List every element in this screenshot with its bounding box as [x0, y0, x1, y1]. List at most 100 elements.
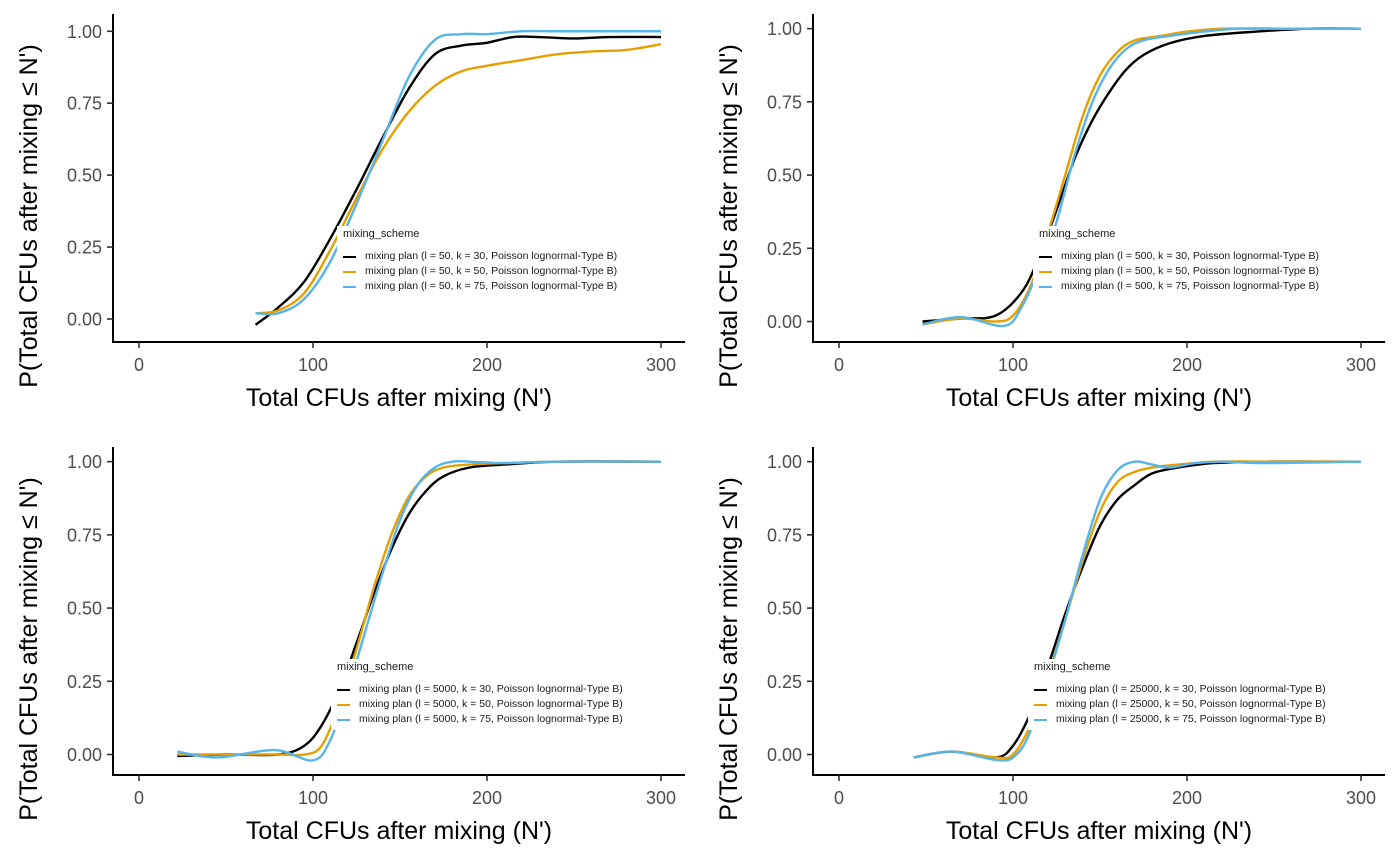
y-tick-label: 0.25: [767, 239, 802, 259]
y-tick-label: 0.00: [67, 745, 102, 765]
legend-item: mixing plan (l = 50, k = 75, Poisson log…: [343, 279, 617, 294]
legend-key-swatch: [1034, 688, 1047, 691]
legend-key-swatch: [1039, 270, 1052, 273]
y-tick-label: 0.50: [767, 599, 802, 619]
series-line-3: [177, 459, 662, 762]
series-line-3: [913, 460, 1362, 762]
legend-title: mixing_scheme: [1039, 228, 1116, 240]
x-tick-label: 300: [1346, 355, 1376, 375]
y-tick-label: 1.00: [67, 22, 102, 42]
x-axis-title: Total CFUs after mixing (N'): [246, 817, 552, 845]
series-line-1: [254, 35, 662, 326]
legend-item: mixing plan (l = 5000, k = 75, Poisson l…: [337, 712, 623, 727]
y-tick-label: 0.25: [67, 672, 102, 692]
y-tick-label: 0.75: [67, 94, 102, 114]
legend-key-swatch: [1039, 255, 1052, 258]
x-tick-label: 100: [298, 788, 328, 808]
y-tick-label: 0.50: [67, 166, 102, 186]
x-tick-label: 0: [834, 788, 844, 808]
y-tick-label: 1.00: [767, 19, 802, 39]
legend-item-label: mixing plan (l = 500, k = 50, Poisson lo…: [1061, 265, 1319, 277]
legend-item-label: mixing plan (l = 50, k = 30, Poisson log…: [365, 250, 618, 262]
legend-item: mixing plan (l = 500, k = 30, Poisson lo…: [1039, 249, 1319, 264]
legend-key-swatch: [343, 255, 356, 258]
series-line-2: [255, 43, 662, 315]
x-tick-label: 200: [472, 355, 502, 375]
x-tick-label: 300: [646, 788, 676, 808]
legend-key-swatch: [1039, 285, 1052, 288]
y-tick-label: 1.00: [67, 452, 102, 472]
legend-key-swatch: [343, 285, 356, 288]
x-tick-label: 200: [1172, 788, 1202, 808]
legend-item: mixing plan (l = 5000, k = 30, Poisson l…: [337, 682, 623, 697]
legend-item-label: mixing plan (l = 25000, k = 30, Poisson …: [1056, 683, 1326, 695]
x-tick-label: 100: [298, 355, 328, 375]
y-tick-label: 0.25: [67, 238, 102, 258]
y-tick-label: 0.25: [767, 672, 802, 692]
legend-item: mixing plan (l = 500, k = 50, Poisson lo…: [1039, 264, 1319, 279]
legend-item-label: mixing plan (l = 50, k = 50, Poisson log…: [365, 265, 618, 277]
plot-panel-top-right: 0.00 0.25 0.50 0.75 1.00 0 100 200 300 Total CFUs…: [700, 0, 1400, 433]
chart-svg: 0.00 0.25 0.50 0.75 1.00 0 100 200 300 Total CFUs…: [715, 14, 1385, 412]
legend-title: mixing_scheme: [337, 661, 414, 673]
legend-key-swatch: [337, 718, 350, 721]
legend-item: mixing plan (l = 25000, k = 30, Poisson …: [1034, 682, 1326, 697]
plot-panel-bottom-right: 0.00 0.25 0.50 0.75 1.00 0 100 200 300 Total CFUs…: [700, 433, 1400, 866]
legend-key-swatch: [337, 703, 350, 706]
x-axis-title: Total CFUs after mixing (N'): [946, 384, 1252, 412]
legend-key-swatch: [343, 270, 356, 273]
legend-key-swatch: [1034, 703, 1047, 706]
y-tick-label: 0.00: [767, 745, 802, 765]
x-tick-label: 0: [134, 355, 144, 375]
y-tick-label: 0.50: [767, 166, 802, 186]
legend-item-label: mixing plan (l = 25000, k = 75, Poisson …: [1056, 713, 1326, 725]
y-tick-label: 1.00: [767, 452, 802, 472]
legend-item-label: mixing plan (l = 500, k = 30, Poisson lo…: [1061, 250, 1319, 262]
plot-panel-top-left: 0.00 0.25 0.50 0.75 1.00 0 100 200 300 Total CFUs…: [0, 0, 700, 433]
y-axis-title: P(Total CFUs after mixing ≤ N'): [15, 44, 43, 388]
legend-item: mixing plan (l = 50, k = 30, Poisson log…: [343, 249, 617, 264]
legend-item-label: mixing plan (l = 5000, k = 50, Poisson l…: [359, 698, 623, 710]
legend-item-label: mixing plan (l = 5000, k = 30, Poisson l…: [359, 683, 623, 695]
y-tick-label: 0.75: [767, 92, 802, 112]
x-tick-label: 0: [134, 788, 144, 808]
legend-item: mixing plan (l = 25000, k = 75, Poisson …: [1034, 712, 1326, 727]
y-tick-label: 0.00: [767, 312, 802, 332]
series-line-3: [922, 27, 1361, 328]
series-line-1: [922, 27, 1362, 323]
x-tick-label: 100: [998, 788, 1028, 808]
series-line-2: [922, 27, 1361, 326]
y-tick-label: 0.75: [767, 525, 802, 545]
legend-item-label: mixing plan (l = 50, k = 75, Poisson log…: [365, 280, 618, 292]
legend-item: mixing plan (l = 50, k = 50, Poisson log…: [343, 264, 617, 279]
y-axis-title: P(Total CFUs after mixing ≤ N'): [715, 44, 743, 388]
series-line-1: [913, 460, 1362, 759]
chart-svg: 0.00 0.25 0.50 0.75 1.00 0 100 200 300 Total CFUs…: [15, 14, 685, 412]
chart-svg: 0.00 0.25 0.50 0.75 1.00 0 100 200 300 Total CFUs…: [715, 447, 1385, 845]
legend-key-swatch: [1034, 718, 1047, 721]
legend-item: mixing plan (l = 5000, k = 50, Poisson l…: [337, 697, 623, 712]
x-tick-label: 300: [1346, 788, 1376, 808]
legend-item: mixing plan (l = 25000, k = 50, Poisson …: [1034, 697, 1326, 712]
chart-svg: 0.00 0.25 0.50 0.75 1.00 0 100 200 300 Total CFUs…: [15, 447, 685, 845]
legend-item-label: mixing plan (l = 5000, k = 75, Poisson l…: [359, 713, 623, 725]
x-tick-label: 200: [472, 788, 502, 808]
x-tick-label: 300: [646, 355, 676, 375]
legend-title: mixing_scheme: [1034, 661, 1111, 673]
series-line-3: [255, 29, 661, 316]
y-axis-title: P(Total CFUs after mixing ≤ N'): [15, 477, 43, 821]
legend-item: mixing plan (l = 500, k = 75, Poisson lo…: [1039, 279, 1319, 294]
x-tick-label: 100: [998, 355, 1028, 375]
legend-title: mixing_scheme: [343, 228, 420, 240]
x-tick-label: 200: [1172, 355, 1202, 375]
x-tick-label: 0: [834, 355, 844, 375]
x-axis-title: Total CFUs after mixing (N'): [246, 384, 552, 412]
legend-key-swatch: [337, 688, 350, 691]
y-axis-title: P(Total CFUs after mixing ≤ N'): [715, 477, 743, 821]
y-tick-label: 0.75: [67, 525, 102, 545]
x-axis-title: Total CFUs after mixing (N'): [946, 817, 1252, 845]
